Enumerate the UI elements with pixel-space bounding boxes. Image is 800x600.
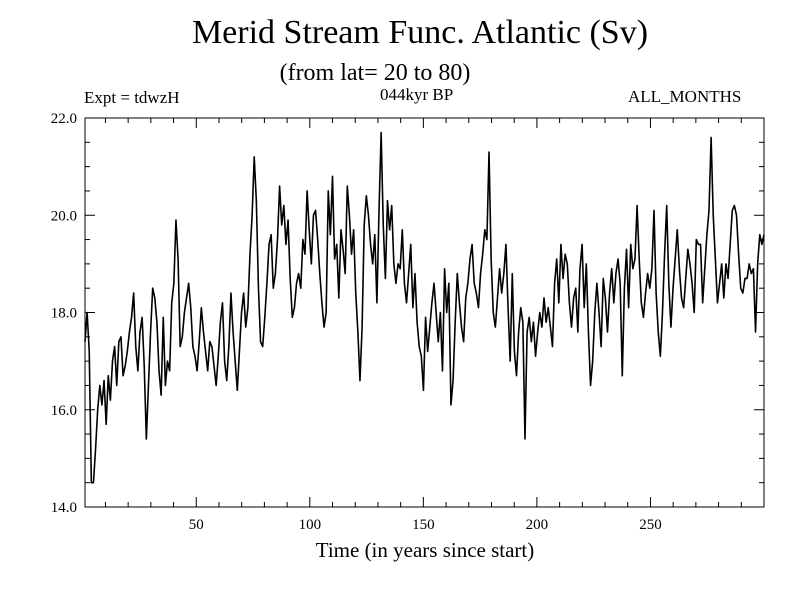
axis-ticks [85,117,764,508]
plot-frame [84,117,765,508]
x-axis-label: Time (in years since start) [315,538,535,562]
x-tick-label: 100 [299,517,322,533]
y-tick-label: 18.0 [51,306,77,322]
y-tick-label: 22.0 [51,111,77,127]
months-label: ALL_MONTHS [628,87,742,106]
x-tick-label: 150 [412,517,435,533]
y-tick-label: 14.0 [51,500,77,516]
tick-labels: 50 100 150 200 250 14.0 16.0 18.0 20.0 22.0 [51,111,662,533]
x-tick-label: 250 [639,517,662,533]
y-tick-label: 16.0 [51,403,77,419]
chart-title: Merid Stream Func. Atlantic (Sv) [191,14,649,51]
x-tick-label: 200 [526,517,549,533]
experiment-label: Expt = tdwzH [84,88,180,107]
series-line [84,131,765,484]
period-label: 044kyr BP [380,85,454,104]
plot-lines [84,131,765,484]
chart-subtitle: (from lat= 20 to 80) [279,60,471,86]
y-tick-label: 20.0 [51,208,77,224]
x-tick-label: 50 [189,517,204,533]
